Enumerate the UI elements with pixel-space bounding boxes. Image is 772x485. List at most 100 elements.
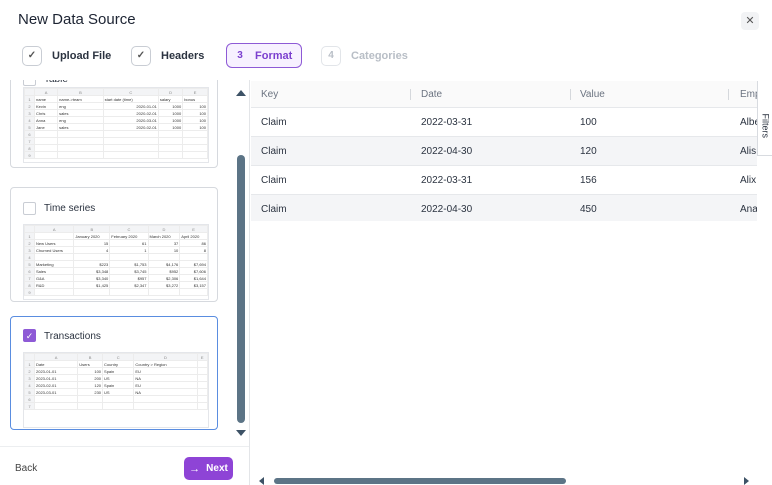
preview-cell (33, 288, 75, 296)
column-resize-handle[interactable] (728, 89, 729, 100)
table-cell: Ana (740, 203, 757, 215)
preview-cell: March 2020 (147, 232, 181, 240)
column-header-emp[interactable]: Emp (740, 88, 757, 100)
table-cell: 156 (580, 174, 597, 186)
preview-cell (182, 151, 208, 159)
column-header-date[interactable]: Date (421, 88, 443, 100)
preview-cell: $952 (147, 267, 181, 275)
scroll-up-arrow-icon[interactable] (236, 90, 246, 96)
preview-cell: US (102, 374, 135, 382)
preview-cell (196, 367, 209, 375)
preview-column-header: E (182, 88, 208, 96)
preview-cell: $3,272 (147, 281, 181, 289)
preview-cell: 1000 (157, 102, 184, 110)
table-cell: Claim (261, 174, 287, 186)
column-resize-handle[interactable] (410, 89, 411, 100)
preview-cell (73, 288, 111, 296)
preview-cell: 10 (147, 246, 181, 254)
preview-column-header: B (77, 353, 104, 361)
step-label: Categories (351, 49, 408, 62)
next-button[interactable]: → Next (184, 457, 233, 480)
scroll-left-arrow-icon[interactable] (259, 477, 264, 485)
preview-cell: January 2020 (73, 232, 111, 240)
preview-cell (196, 388, 209, 396)
preview-column-header: C (102, 353, 135, 361)
preview-cell (33, 130, 59, 138)
preview-cell: $1,644 (179, 274, 208, 282)
column-resize-handle[interactable] (570, 89, 571, 100)
format-option-transactions[interactable]: ✓ Transactions A B C D E 1 Date Users Country Count… (10, 316, 218, 430)
step-label: Headers (161, 49, 205, 62)
scroll-down-arrow-icon[interactable] (236, 430, 246, 436)
preview-cell (157, 137, 184, 145)
next-button-label: Next (206, 463, 228, 474)
column-header-key[interactable]: Key (261, 88, 279, 100)
preview-cell: 230 (77, 388, 104, 396)
format-option-label: Time series (44, 203, 96, 214)
preview-cell (109, 253, 149, 261)
table-cell: Claim (261, 145, 287, 157)
preview-cell: $1,425 (73, 281, 111, 289)
step-label: Upload File (52, 49, 112, 62)
format-preview-sheet: A B C D E 1 Date Users Country Country > Region 2 2… (23, 352, 209, 428)
vertical-scrollbar[interactable] (237, 155, 245, 423)
preview-cell: 2020-01-01 (102, 102, 159, 110)
scroll-right-arrow-icon[interactable] (744, 477, 749, 485)
preview-cell (102, 395, 135, 403)
table-row[interactable]: Claim 2022-04-30 450 Ana (251, 195, 757, 221)
preview-cell (147, 253, 181, 261)
preview-cell (102, 130, 159, 138)
filters-side-tab[interactable]: Filters (757, 81, 772, 156)
preview-cell: 100 (182, 116, 208, 124)
preview-cell: Date (33, 360, 79, 368)
preview-cell (57, 144, 104, 152)
step-headers[interactable]: ✓ Headers (131, 43, 204, 68)
preview-cell (33, 137, 59, 145)
preview-column-header: D (133, 353, 198, 361)
checkbox[interactable] (23, 202, 36, 215)
preview-cell: 37 (147, 239, 181, 247)
close-button[interactable]: ✕ (741, 12, 759, 30)
preview-cell: Country (102, 360, 135, 368)
preview-cell: EU (133, 381, 198, 389)
preview-column-header: A (33, 353, 79, 361)
preview-cell: Spain (102, 367, 135, 375)
preview-cell: name->team (57, 95, 104, 103)
preview-cell: 8 (179, 246, 208, 254)
data-preview-grid: Key Date Value Emp Claim 2022-03-31 100 Alb… (251, 81, 757, 221)
preview-cell (33, 151, 59, 159)
preview-column-header: A (33, 88, 59, 96)
preview-cell: 1000 (157, 116, 184, 124)
step-format[interactable]: 3 Format (226, 43, 303, 68)
checkbox-checked-icon[interactable]: ✓ (23, 329, 36, 342)
table-row[interactable]: Claim 2022-03-31 100 Albe (251, 108, 757, 137)
format-option-time-series[interactable]: Time series A B C D E 1 January 2020 February 20… (10, 187, 218, 302)
table-row[interactable]: Claim 2022-03-31 156 Alix (251, 166, 757, 195)
preview-column-header: E (196, 353, 209, 361)
checkbox[interactable] (23, 80, 36, 86)
preview-cell: EU (133, 367, 198, 375)
column-header-value[interactable]: Value (580, 88, 605, 100)
preview-cell: Users (77, 360, 104, 368)
preview-cell (77, 402, 104, 410)
step-label: Format (255, 49, 293, 62)
step-upload-file[interactable]: ✓ Upload File (22, 43, 111, 68)
preview-cell: 2020-02-01 (102, 123, 159, 131)
preview-cell (33, 395, 79, 403)
horizontal-scrollbar[interactable] (274, 478, 566, 484)
check-icon: ✓ (131, 45, 151, 66)
preview-cell: Anna (33, 116, 59, 124)
preview-cell (33, 144, 59, 152)
back-button[interactable]: Back (15, 463, 38, 474)
preview-cell: eng (57, 102, 104, 110)
table-row[interactable]: Claim 2022-04-30 120 Alis (251, 137, 757, 166)
preview-cell (102, 402, 135, 410)
preview-cell: $223 (73, 260, 111, 268)
preview-cell: $3,348 (73, 267, 111, 275)
preview-column-header: D (147, 225, 181, 233)
table-cell: 2022-04-30 (421, 145, 473, 157)
preview-cell: 100 (77, 367, 104, 375)
preview-cell: Chris (33, 109, 59, 117)
